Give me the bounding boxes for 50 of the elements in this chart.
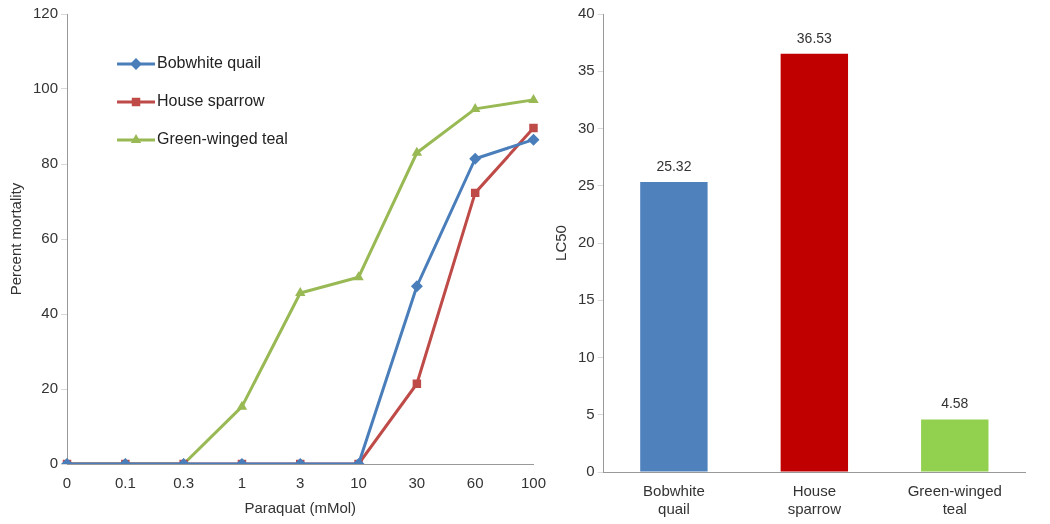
point [410,280,423,293]
y-tick-label: 30 [578,118,595,136]
point [353,271,364,281]
y-tick-label: 15 [578,290,595,308]
x-tick-label: 0.3 [173,474,195,492]
point [236,400,248,410]
x-tick-label: 100 [520,474,546,492]
data-label: 25.32 [656,157,692,174]
y-tick-label: 60 [41,229,59,247]
bar [921,419,989,472]
data-label: 36.53 [796,29,833,46]
point [469,152,482,165]
legend-label: Green-winged teal [157,130,288,148]
x-tick-label: 3 [296,474,305,492]
y-tick-label: 40 [578,4,595,22]
y-tick-label: 5 [586,404,595,422]
point [527,133,540,146]
y-tick-label: 20 [41,379,59,397]
x-tick-label: House sparrow [787,482,842,518]
bar [640,182,708,472]
x-tick-label: 0 [62,474,72,492]
x-tick-label: Bobwhite quail [643,482,705,518]
y-tick-label: 10 [578,347,595,365]
x-tick-label: 60 [466,474,484,492]
point [529,123,538,133]
point [528,93,539,103]
legend-label: House sparrow [157,92,266,110]
y-tick-label: 40 [41,304,59,322]
x-axis-title: Paraquat (mMol) [244,499,357,517]
x-tick-label: 0.1 [114,474,136,492]
y-tick-label: 35 [578,61,595,79]
legend-label: Bobwhite quail [157,54,262,72]
y-tick-label: 0 [49,454,59,472]
y-axis-title: Percent mortality [7,182,25,296]
y-axis-title: LC50 [552,225,570,261]
x-tick-label: 30 [408,474,426,492]
y-tick-label: 100 [33,79,59,97]
y-tick-label: 120 [33,4,59,22]
point [295,287,306,296]
x-tick-label: Green-winged teal [907,482,1002,518]
point [469,102,481,112]
y-tick-label: 80 [41,154,59,172]
x-tick-label: 10 [350,474,367,492]
x-tick-label: 1 [237,474,247,492]
data-label: 4.58 [941,395,969,412]
point [411,146,423,156]
y-tick-label: 25 [578,175,595,193]
y-tick-label: 0 [586,462,595,480]
bar [780,53,849,472]
y-tick-label: 20 [578,233,595,251]
